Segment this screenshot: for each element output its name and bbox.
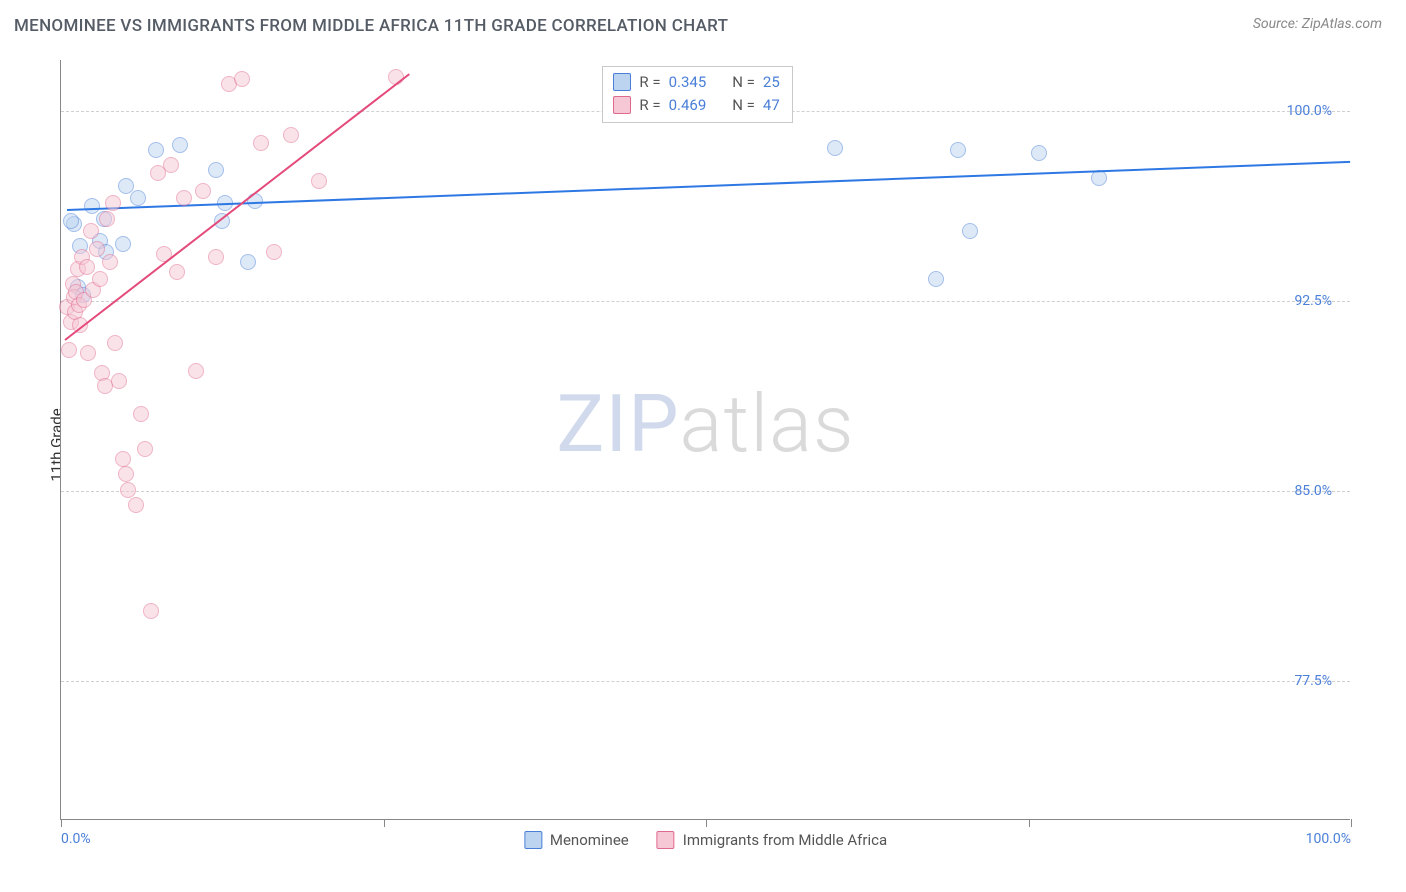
source-label: Source: ZipAtlas.com — [1253, 16, 1382, 32]
x-tick — [1029, 819, 1030, 827]
n-value: 47 — [763, 94, 780, 117]
data-point — [105, 195, 121, 211]
data-point — [133, 406, 149, 422]
x-tick — [384, 819, 385, 827]
r-value: 0.469 — [669, 94, 707, 117]
data-point — [137, 441, 153, 457]
data-point — [195, 183, 211, 199]
data-point — [176, 190, 192, 206]
data-point — [208, 249, 224, 265]
gridline-h — [61, 491, 1350, 492]
legend-swatch — [524, 831, 542, 849]
data-point — [102, 254, 118, 270]
data-point — [234, 71, 250, 87]
data-point — [128, 497, 144, 513]
x-tick-label: 100.0% — [1306, 831, 1351, 847]
data-point — [928, 271, 944, 287]
data-point — [89, 241, 105, 257]
watermark: ZIPatlas — [556, 377, 854, 471]
data-point — [99, 211, 115, 227]
y-tick-label: 77.5% — [1294, 673, 1332, 689]
x-tick — [706, 819, 707, 827]
stats-row: R = 0.345 N = 25 — [613, 71, 779, 94]
data-point — [266, 244, 282, 260]
data-point — [950, 142, 966, 158]
y-tick-label: 100.0% — [1287, 103, 1332, 119]
data-point — [253, 135, 269, 151]
r-label: R = — [639, 94, 660, 117]
data-point — [120, 482, 136, 498]
data-point — [80, 345, 96, 361]
x-tick — [61, 819, 62, 827]
x-tick-label: 0.0% — [61, 831, 91, 847]
data-point — [1031, 145, 1047, 161]
watermark-zip: ZIP — [556, 377, 679, 471]
legend: Menominee Immigrants from Middle Africa — [524, 831, 887, 849]
n-label: N = — [732, 71, 755, 94]
data-point — [79, 259, 95, 275]
data-point — [148, 142, 164, 158]
data-point — [208, 162, 224, 178]
plot-area: ZIPatlas 77.5%85.0%92.5%100.0%0.0%100.0%… — [60, 60, 1350, 820]
x-tick — [1351, 819, 1352, 827]
legend-label: Menominee — [550, 831, 629, 849]
data-point — [115, 236, 131, 252]
gridline-h — [61, 681, 1350, 682]
gridline-h — [61, 301, 1350, 302]
y-tick-label: 92.5% — [1294, 293, 1332, 309]
legend-swatch — [657, 831, 675, 849]
data-point — [143, 603, 159, 619]
stats-row: R = 0.469 N = 47 — [613, 94, 779, 117]
data-point — [172, 137, 188, 153]
data-point — [83, 223, 99, 239]
data-point — [111, 373, 127, 389]
n-value: 25 — [763, 71, 780, 94]
data-point — [163, 157, 179, 173]
legend-swatch — [613, 73, 631, 91]
n-label: N = — [732, 94, 755, 117]
data-point — [240, 254, 256, 270]
watermark-atlas: atlas — [680, 377, 855, 471]
data-point — [827, 140, 843, 156]
y-tick-label: 85.0% — [1294, 483, 1332, 499]
legend-label: Immigrants from Middle Africa — [683, 831, 887, 849]
data-point — [130, 190, 146, 206]
stats-box: R = 0.345 N = 25 R = 0.469 N = 47 — [602, 66, 792, 123]
data-point — [61, 342, 77, 358]
legend-item: Menominee — [524, 831, 629, 849]
data-point — [169, 264, 185, 280]
data-point — [188, 363, 204, 379]
data-point — [92, 271, 108, 287]
r-label: R = — [639, 71, 660, 94]
data-point — [63, 213, 79, 229]
data-point — [107, 335, 123, 351]
legend-swatch — [613, 96, 631, 114]
chart-title: MENOMINEE VS IMMIGRANTS FROM MIDDLE AFRI… — [14, 16, 728, 36]
data-point — [283, 127, 299, 143]
data-point — [118, 466, 134, 482]
r-value: 0.345 — [669, 71, 707, 94]
legend-item: Immigrants from Middle Africa — [657, 831, 887, 849]
data-point — [118, 178, 134, 194]
data-point — [962, 223, 978, 239]
data-point — [311, 173, 327, 189]
data-point — [115, 451, 131, 467]
chart-container: 11th Grade ZIPatlas 77.5%85.0%92.5%100.0… — [50, 50, 1390, 840]
